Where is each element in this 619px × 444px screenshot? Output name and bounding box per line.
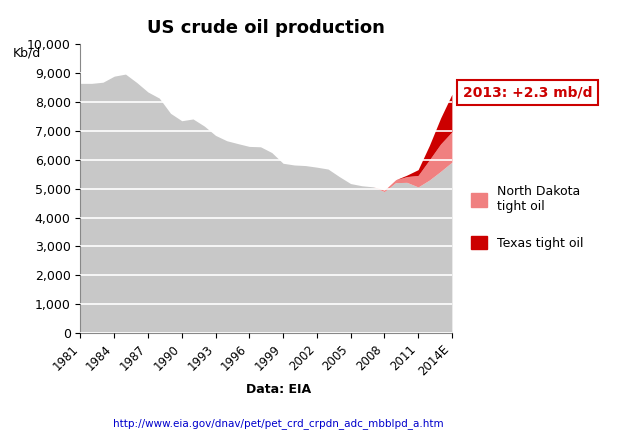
Legend: North Dakota
tight oil, Texas tight oil: North Dakota tight oil, Texas tight oil — [465, 180, 588, 255]
Text: Kb/d: Kb/d — [12, 47, 41, 59]
Title: US crude oil production: US crude oil production — [147, 19, 385, 37]
Text: 2013: +2.3 mb/d: 2013: +2.3 mb/d — [463, 85, 592, 99]
Text: Data: EIA: Data: EIA — [246, 383, 311, 396]
Text: http://www.eia.gov/dnav/pet/pet_crd_crpdn_adc_mbblpd_a.htm: http://www.eia.gov/dnav/pet/pet_crd_crpd… — [113, 418, 444, 429]
